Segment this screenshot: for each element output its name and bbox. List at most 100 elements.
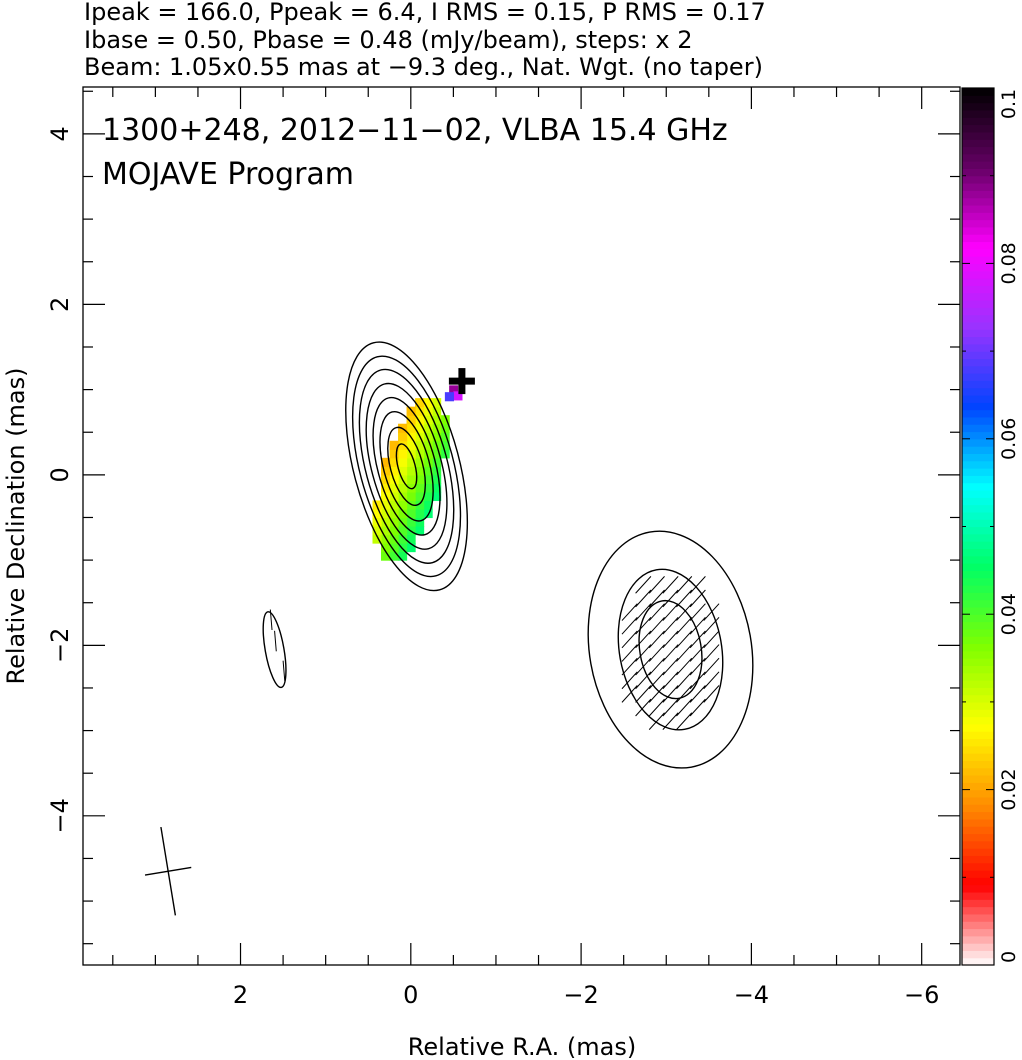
pol-pixel (415, 398, 425, 408)
beam-cross-layer (144, 826, 192, 916)
evpa-vector (676, 712, 693, 730)
colorbar-cell (962, 204, 994, 213)
pol-pixel (440, 432, 450, 442)
colorbar-cell (962, 468, 994, 476)
colorbar-cell (962, 307, 994, 316)
contour-jet-knot (617, 568, 724, 731)
evpa-vector (703, 630, 720, 649)
header-line-2: Ibase = 0.50, Pbase = 0.48 (mJy/beam), s… (84, 26, 693, 54)
colorbar-cell (962, 424, 994, 433)
colorbar-cell (962, 899, 994, 908)
colorbar-cell (962, 394, 994, 403)
pol-pixel (398, 432, 408, 442)
pol-pixel (389, 483, 399, 493)
colorbar-cell (962, 285, 994, 294)
colorbar-cell (962, 460, 994, 469)
colorbar-tick-label: 0.06 (998, 418, 1020, 460)
colorbar-cell (962, 672, 994, 681)
pol-pixel (423, 466, 433, 476)
pol-pixel (415, 508, 425, 519)
pol-pixel (415, 526, 425, 536)
colorbar-cell (962, 592, 994, 601)
colorbar-cell (962, 869, 994, 878)
y-axis-label: Relative Declination (mas) (2, 367, 30, 684)
contour-core (387, 426, 427, 506)
pol-pixel (406, 517, 416, 527)
evpa-vector (676, 698, 693, 717)
pol-pixel (432, 432, 442, 442)
colorbar-cell (962, 263, 994, 272)
evpa-vector (648, 630, 665, 649)
pol-pixel (398, 483, 408, 493)
pol-pixel (389, 526, 399, 536)
pol-pixel (432, 449, 442, 459)
colorbar: 0 0.02 0.04 0.06 0.08 0.1 (961, 87, 1020, 966)
pol-pixel (398, 508, 408, 519)
evpa-vector (689, 603, 706, 621)
evpa-vector (662, 576, 679, 594)
chart-subtitle: MOJAVE Program (102, 157, 354, 192)
colorbar-cell (962, 175, 994, 184)
pol-pixel (423, 457, 433, 467)
colorbar-cell (962, 409, 994, 418)
pol-pixel (415, 500, 425, 510)
evpa-vector (676, 644, 693, 662)
evpa-vector (703, 671, 720, 690)
pol-pixel (398, 449, 408, 459)
colorbar-tick-label: 0.04 (998, 593, 1020, 635)
evpa-vector (676, 657, 693, 676)
colorbar-cell (962, 650, 994, 659)
evpa-vector (274, 630, 277, 652)
contour-core (358, 368, 455, 564)
colorbar-tick-label: 0.1 (998, 89, 1020, 119)
colorbar-cell (962, 365, 994, 374)
evpa-vector (676, 685, 693, 703)
pol-pixel (440, 440, 450, 450)
evpa-vector (635, 576, 652, 594)
pol-pixel (449, 385, 459, 395)
colorbar-cell (962, 248, 994, 257)
pol-pixel (372, 534, 382, 544)
colorbar-cell (962, 753, 994, 761)
colorbar-cell (962, 548, 994, 557)
colorbar-cell (962, 760, 994, 769)
colorbar-cell (962, 88, 994, 96)
header-line-1: Ipeak = 166.0, Ppeak = 6.4, I RMS = 0.15… (84, 0, 766, 26)
pol-pixel (453, 391, 463, 401)
colorbar-cell (962, 234, 994, 243)
colorbar-cell (962, 117, 994, 126)
colorbar-cell (962, 95, 994, 104)
colorbar-cell (962, 504, 994, 513)
evpa-vector (269, 609, 273, 631)
colorbar-cell (962, 716, 994, 725)
y-tick-label: −2 (46, 628, 74, 663)
pol-pixel (432, 483, 442, 493)
evpa-vector (689, 630, 706, 649)
evpa-vector (689, 685, 706, 703)
evpa-vector (648, 589, 665, 608)
pol-pixel (423, 449, 433, 459)
pol-pixel (415, 440, 425, 450)
evpa-vector (676, 671, 693, 690)
colorbar-cell (962, 826, 994, 835)
pol-pixel (423, 415, 433, 425)
evpa-vector (662, 712, 679, 730)
colorbar-cell (962, 913, 994, 922)
colorbar-cell (962, 336, 994, 345)
colorbar-cell (962, 921, 994, 930)
pol-pixel (381, 517, 391, 527)
evpa-vector (635, 657, 652, 676)
colorbar-cell (962, 131, 994, 140)
pol-pixel (423, 423, 433, 433)
pol-pixel (423, 406, 433, 416)
colorbar-cell (962, 774, 994, 783)
colorbar-cell (962, 606, 994, 615)
evpa-vector (662, 698, 679, 717)
colorbar-cell (962, 701, 994, 710)
evpa-vector (662, 671, 679, 690)
pol-pixel (406, 543, 416, 553)
evpa-vector (282, 660, 286, 682)
contour-core (351, 355, 462, 578)
pol-pixel (415, 423, 425, 433)
evpa-vector (689, 589, 706, 608)
